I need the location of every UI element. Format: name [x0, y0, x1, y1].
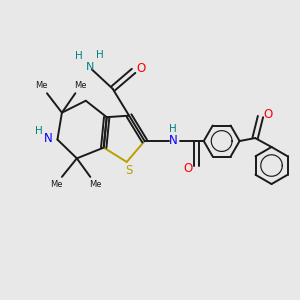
Text: N: N — [86, 62, 94, 72]
Text: H: H — [75, 51, 83, 61]
Text: O: O — [136, 62, 146, 75]
Text: H: H — [96, 50, 104, 60]
Text: Me: Me — [74, 81, 87, 90]
Text: N: N — [169, 134, 177, 147]
Text: H: H — [169, 124, 177, 134]
Text: Me: Me — [89, 180, 102, 189]
Text: H: H — [35, 126, 43, 136]
Text: Me: Me — [35, 81, 48, 90]
Text: N: N — [44, 133, 53, 146]
Text: O: O — [263, 108, 272, 121]
Text: O: O — [183, 162, 193, 175]
Text: S: S — [125, 164, 133, 177]
Text: Me: Me — [50, 180, 63, 189]
